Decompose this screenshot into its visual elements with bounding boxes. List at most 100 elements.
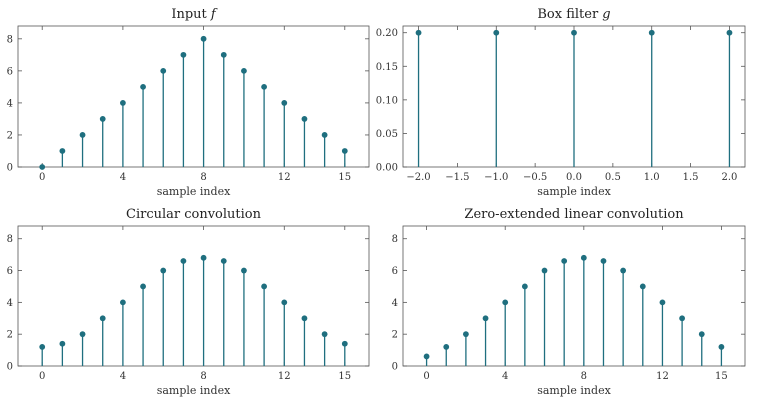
stem-marker [180, 51, 187, 58]
x-tick-label: 0.0 [566, 172, 582, 183]
x-axis-label: sample index [537, 185, 611, 198]
y-tick-label: 8 [392, 234, 398, 245]
axes-frame [17, 25, 370, 168]
panel-title: Input f [171, 7, 218, 22]
panel-title-variable: f [210, 7, 218, 22]
stem-marker [341, 148, 348, 154]
x-tick-label: 15 [338, 371, 351, 382]
stem-marker [39, 164, 46, 170]
y-tick-label: 4 [7, 98, 13, 109]
x-tick-label: 4 [502, 371, 508, 382]
stem-marker [241, 267, 247, 274]
y-tick-label: 6 [7, 266, 13, 277]
y-tick-label: 6 [392, 266, 398, 277]
stem-marker [119, 100, 126, 106]
stem-marker [561, 258, 568, 264]
x-tick-label: 8 [200, 371, 206, 382]
y-tick-label: 8 [7, 34, 13, 45]
stem-marker [648, 29, 655, 36]
panel-title-text: Box filter [537, 7, 602, 22]
stem-marker [600, 258, 607, 264]
y-tick-label: 0.10 [376, 95, 398, 106]
stem-marker [341, 340, 348, 347]
stem-marker [119, 299, 126, 306]
panel-title: Circular convolution [126, 207, 262, 222]
y-tick-label: 2 [392, 330, 398, 341]
stem-marker [200, 35, 207, 42]
stem-marker [462, 331, 469, 338]
y-tick-label: 8 [7, 234, 13, 245]
stem-marker [160, 67, 167, 74]
stem-marker [99, 315, 106, 322]
x-tick-label: 8 [200, 172, 206, 183]
stem-marker [679, 315, 686, 322]
panel-title-variable: g [602, 7, 610, 22]
x-tick-label: 0 [39, 172, 45, 183]
y-tick-label: 0 [7, 362, 13, 373]
x-tick-label: 15 [338, 172, 351, 183]
y-tick-label: 0.20 [376, 28, 398, 39]
axes-frame [17, 225, 370, 367]
stem-marker [620, 267, 627, 274]
panel-title-text: Zero-extended linear convolution [464, 207, 684, 222]
axes-frame [402, 225, 746, 367]
stem-marker [241, 67, 247, 74]
x-tick-label: −2.0 [406, 172, 430, 183]
stem-marker [160, 267, 167, 274]
panel-2: Box filter g −2.0 −1.5 −1.0 −0.5 0.0 0.5 1.0 1.5… [376, 7, 746, 198]
x-tick-label: 15 [715, 371, 728, 382]
x-tick-label: −0.5 [523, 172, 547, 183]
stem-marker [639, 283, 646, 290]
stem-marker [281, 100, 288, 106]
y-tick-label: 0.15 [376, 62, 398, 73]
x-tick-label: 12 [278, 172, 291, 183]
panel-1: Input f 0 4 8 12 15 0 2 4 6 8 sample index [7, 7, 370, 198]
y-tick-label: 2 [7, 330, 13, 341]
stem-marker [659, 299, 666, 306]
panel-title: Zero-extended linear convolution [464, 207, 684, 222]
stem-marker [261, 83, 268, 90]
stem-marker [200, 254, 207, 261]
x-tick-label: 1.0 [644, 172, 660, 183]
x-tick-label: 12 [656, 371, 669, 382]
stem-marker [39, 344, 46, 350]
stem-marker [726, 29, 733, 36]
stem-marker [301, 315, 308, 322]
stem-marker [281, 299, 288, 306]
x-tick-label: −1.0 [484, 172, 508, 183]
x-tick-label: −1.5 [445, 172, 469, 183]
stem-marker [301, 116, 308, 122]
stem-marker [59, 340, 66, 347]
stem-marker [140, 83, 146, 90]
y-tick-label: 0.00 [376, 163, 398, 174]
stem-marker [482, 315, 489, 322]
stem-marker [415, 29, 422, 36]
stem-marker [321, 331, 328, 338]
stem-marker [521, 283, 528, 290]
x-tick-label: 4 [120, 172, 126, 183]
y-tick-label: 0.05 [376, 129, 398, 140]
panel-title: Box filter g [537, 7, 610, 22]
stem-marker [502, 299, 509, 306]
x-tick-label: 0 [39, 371, 45, 382]
panel-4: Zero-extended linear convolution 0 4 8 12 15 0… [392, 207, 746, 397]
x-tick-label: 1.5 [683, 172, 699, 183]
x-tick-label: 4 [120, 371, 126, 382]
y-tick-label: 4 [7, 298, 13, 309]
x-axis-label: sample index [157, 185, 231, 198]
stem-marker [718, 344, 725, 350]
stem-marker [423, 353, 430, 360]
stem-marker [541, 267, 548, 274]
stem-marker [571, 29, 577, 36]
stem-marker [99, 116, 106, 122]
y-tick-label: 0 [392, 362, 398, 373]
stem-marker [443, 344, 450, 350]
x-tick-label: 12 [278, 371, 291, 382]
x-tick-label: 2.0 [722, 172, 738, 183]
stem-marker [79, 132, 86, 138]
stem-marker [580, 254, 587, 261]
stem-marker [180, 258, 187, 264]
stem-marker [220, 258, 227, 264]
